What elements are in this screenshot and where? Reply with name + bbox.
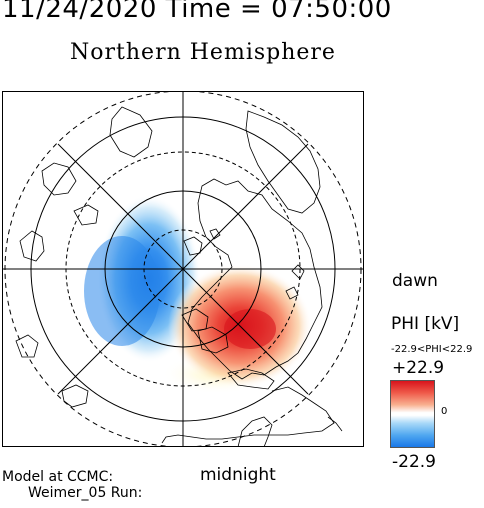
meridian-lines [2, 91, 364, 447]
colorbar [390, 380, 435, 448]
polar-potential-map [2, 91, 364, 447]
positive-potential-core [224, 309, 276, 349]
run-label: Weimer_05 Run: [28, 485, 143, 501]
coastlines [15, 106, 343, 447]
midnight-label: midnight [200, 465, 276, 485]
colorbar-title: PHI [kV] [391, 314, 460, 334]
dawn-label: dawn [392, 271, 438, 291]
colorbar-range: -22.9<PHI<22.9 [391, 344, 473, 355]
date-time-header: 11/24/2020 Time = 07:50:00 [2, 0, 392, 24]
page-title: Northern Hemisphere [70, 40, 336, 65]
colorbar-zero-label: 0 [441, 406, 448, 417]
map-frame [2, 91, 364, 447]
negative-potential-core [84, 236, 160, 346]
model-label: Model at CCMC: [2, 469, 114, 485]
colorbar-max-label: +22.9 [392, 358, 445, 378]
colorbar-min-label: -22.9 [392, 452, 436, 472]
meridian-diagonal-2 [57, 143, 309, 395]
